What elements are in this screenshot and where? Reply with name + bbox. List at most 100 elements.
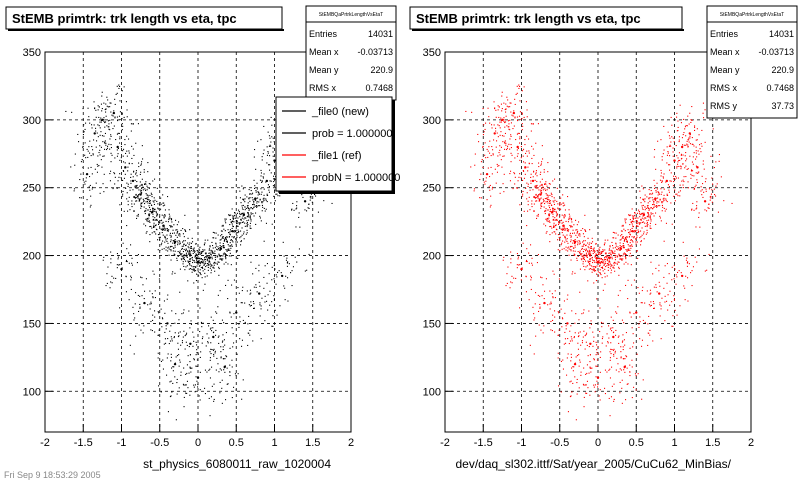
- scatter-point: [609, 368, 611, 370]
- scatter-point: [170, 249, 172, 251]
- scatter-point: [675, 145, 677, 147]
- scatter-point: [644, 225, 646, 227]
- scatter-point: [94, 168, 96, 170]
- scatter-point: [489, 152, 491, 154]
- scatter-point: [261, 202, 263, 204]
- scatter-point: [199, 272, 201, 274]
- scatter-point: [152, 210, 154, 212]
- scatter-point: [588, 346, 590, 348]
- scatter-point: [599, 331, 601, 333]
- scatter-point: [104, 122, 106, 124]
- scatter-point: [234, 373, 236, 375]
- scatter-point: [189, 367, 191, 369]
- scatter-point: [160, 208, 162, 210]
- data-point: [585, 254, 588, 257]
- scatter-point: [583, 367, 585, 369]
- scatter-point: [555, 233, 557, 235]
- scatter-point: [656, 202, 658, 204]
- scatter-point: [103, 256, 105, 258]
- scatter-point: [230, 221, 232, 223]
- scatter-point: [533, 203, 535, 205]
- scatter-point: [244, 201, 246, 203]
- scatter-point: [553, 219, 555, 221]
- scatter-point: [608, 260, 610, 262]
- scatter-point: [553, 203, 555, 205]
- scatter-point: [185, 260, 187, 262]
- scatter-point: [659, 302, 661, 304]
- scatter-point: [641, 345, 643, 347]
- scatter-point: [650, 304, 652, 306]
- scatter-point: [130, 277, 132, 279]
- scatter-point: [524, 162, 526, 164]
- scatter-point: [526, 109, 528, 111]
- scatter-point: [694, 129, 696, 131]
- scatter-point: [508, 143, 510, 145]
- scatter-point: [544, 211, 546, 213]
- scatter-point: [631, 284, 633, 286]
- scatter-point: [179, 243, 181, 245]
- scatter-point: [252, 204, 254, 206]
- scatter-point: [210, 327, 212, 329]
- scatter-point: [513, 277, 515, 279]
- scatter-point: [534, 317, 536, 319]
- scatter-point: [566, 234, 568, 236]
- x-tick-label: 1.5: [305, 437, 320, 449]
- stats-label: RMS x: [309, 83, 337, 93]
- scatter-point: [237, 232, 239, 234]
- scatter-point: [125, 187, 127, 189]
- x-tick-label: 0: [595, 437, 601, 449]
- scatter-point: [240, 219, 242, 221]
- scatter-point: [278, 191, 280, 193]
- scatter-point: [100, 121, 102, 123]
- data-point: [150, 210, 154, 214]
- scatter-point: [261, 297, 263, 299]
- data-point: [208, 257, 211, 260]
- scatter-point: [217, 246, 219, 248]
- scatter-point: [179, 235, 181, 237]
- scatter-point: [145, 218, 147, 220]
- scatter-point: [236, 250, 238, 252]
- scatter-point: [95, 109, 97, 111]
- scatter-point: [558, 385, 560, 387]
- scatter-point: [595, 270, 597, 272]
- scatter-point: [678, 139, 680, 141]
- scatter-point: [201, 338, 203, 340]
- scatter-point: [224, 256, 226, 258]
- scatter-point: [196, 250, 198, 252]
- scatter-point: [240, 222, 242, 224]
- scatter-point: [526, 225, 528, 227]
- y-tick-label: 150: [23, 318, 41, 330]
- scatter-point: [596, 257, 598, 259]
- scatter-point: [517, 120, 519, 122]
- scatter-point: [83, 181, 85, 183]
- scatter-point: [547, 171, 549, 173]
- data-point: [680, 274, 684, 278]
- scatter-point: [290, 272, 292, 274]
- scatter-point: [543, 298, 545, 300]
- scatter-point: [661, 191, 663, 193]
- scatter-point: [263, 197, 265, 199]
- scatter-point: [547, 221, 549, 223]
- scatter-point: [298, 216, 300, 218]
- scatter-point: [593, 384, 595, 386]
- scatter-point: [117, 120, 119, 122]
- scatter-point: [256, 182, 258, 184]
- scatter-point: [570, 239, 572, 241]
- scatter-point: [96, 163, 98, 165]
- data-point: [258, 292, 261, 295]
- scatter-point: [109, 106, 111, 108]
- scatter-point: [122, 170, 124, 172]
- scatter-point: [562, 227, 564, 229]
- scatter-point: [542, 198, 544, 200]
- scatter-point: [254, 199, 256, 201]
- scatter-point: [136, 195, 138, 197]
- scatter-point: [534, 196, 536, 198]
- scatter-point: [292, 266, 294, 268]
- scatter-point: [271, 301, 273, 303]
- stats-value: 37.73: [771, 101, 794, 111]
- scatter-point: [516, 267, 518, 269]
- scatter-point: [552, 210, 554, 212]
- scatter-point: [157, 207, 159, 209]
- scatter-point: [221, 341, 223, 343]
- scatter-point: [135, 194, 137, 196]
